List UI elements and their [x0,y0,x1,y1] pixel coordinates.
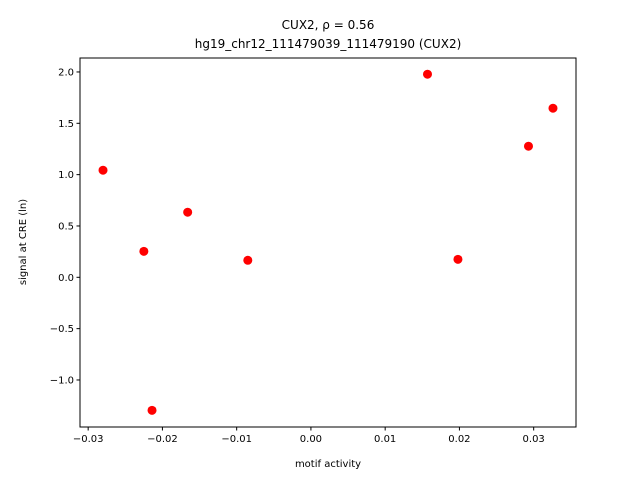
y-axis-label: signal at CRE (ln) [18,199,29,285]
x-tick-label: 0.03 [523,434,545,445]
plot-frame [79,57,577,428]
y-tick-label: 0.5 [58,221,74,232]
point [98,165,108,175]
chart-subtitle: hg19_chr12_111479039_111479190 (CUX2) [195,37,462,51]
y-tick-label: 1.0 [58,170,74,181]
x-tick-label: 0.01 [374,434,396,445]
x-axis-label: motif activity [295,459,361,470]
y-tick-label: 0.0 [58,273,74,284]
x-tick-label: −0.03 [73,434,104,445]
chart-title: CUX2, ρ = 0.56 [282,18,375,32]
y-tick-label: −1.0 [50,375,74,386]
point [243,255,253,265]
point [523,141,533,151]
point [548,103,558,113]
x-tick-label: −0.01 [221,434,252,445]
y-tick-label: 1.5 [58,119,74,130]
x-tick-label: −0.02 [147,434,178,445]
x-tick-label: 0.00 [300,434,322,445]
point [422,69,432,79]
x-tick-label: 0.02 [448,434,470,445]
y-tick-label: 2.0 [58,67,74,78]
y-tick-label: −0.5 [50,324,74,335]
point [139,246,149,256]
point [183,207,193,217]
point [147,405,157,415]
point [453,254,463,264]
